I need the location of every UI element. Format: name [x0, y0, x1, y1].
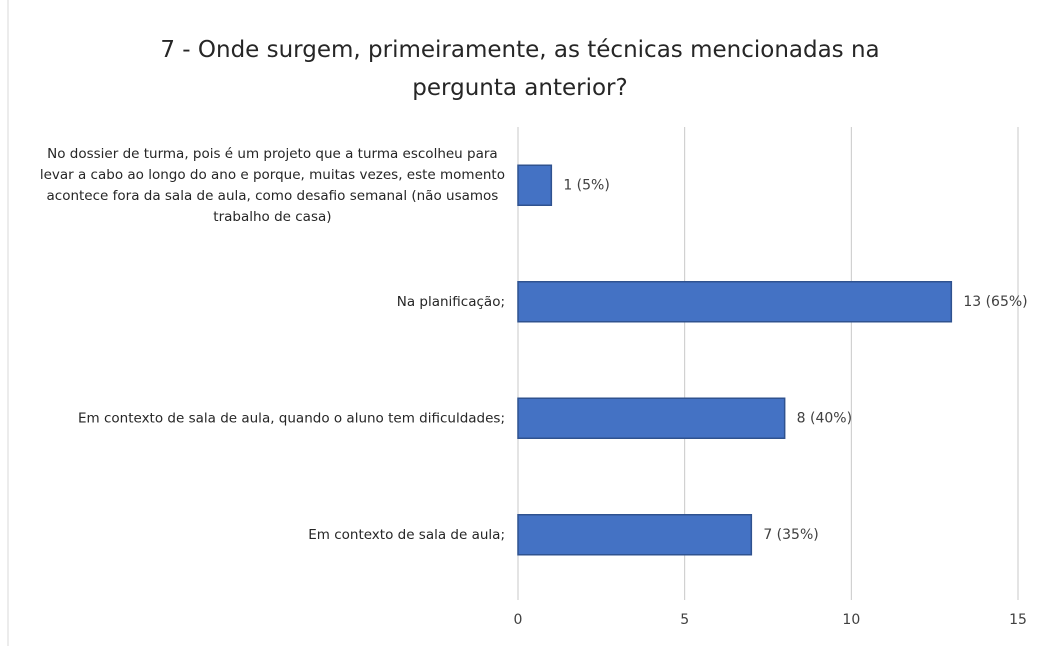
data-label: 7 (35%) — [763, 527, 818, 543]
data-label: 13 (65%) — [963, 294, 1027, 310]
chart-title: 7 - Onde surgem, primeiramente, as técni… — [160, 37, 879, 101]
bar — [517, 397, 786, 439]
x-tick-label: 10 — [842, 612, 860, 628]
data-label: 1 (5%) — [563, 177, 610, 193]
y-tick-label: Em contexto de sala de aula; — [308, 527, 505, 543]
y-tick-label: Na planificação; — [397, 294, 505, 310]
bar — [517, 164, 553, 206]
bar — [517, 514, 753, 556]
y-tick-label: No dossier de turma, pois é um projeto q… — [40, 146, 505, 225]
y-tick-label: Em contexto de sala de aula, quando o al… — [78, 410, 505, 426]
chart-frame — [7, 0, 9, 646]
x-tick-label: 0 — [514, 612, 523, 628]
x-tick-label: 15 — [1009, 612, 1027, 628]
data-label: 8 (40%) — [797, 410, 852, 426]
bar — [517, 281, 953, 323]
x-tick-label: 5 — [680, 612, 689, 628]
